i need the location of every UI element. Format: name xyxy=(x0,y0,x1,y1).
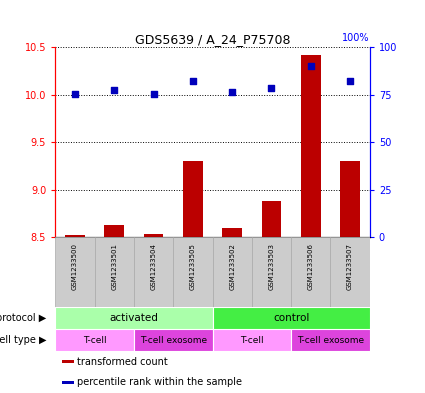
Bar xyxy=(222,228,242,237)
Text: GSM1233505: GSM1233505 xyxy=(190,242,196,290)
Point xyxy=(150,91,157,97)
Bar xyxy=(134,237,173,307)
Text: activated: activated xyxy=(109,313,158,323)
Point xyxy=(347,78,354,84)
Point xyxy=(111,87,118,93)
Text: GSM1233507: GSM1233507 xyxy=(347,242,353,290)
Bar xyxy=(134,329,212,351)
Point xyxy=(268,85,275,91)
Bar xyxy=(301,55,320,237)
Text: GSM1233504: GSM1233504 xyxy=(150,242,156,290)
Bar xyxy=(105,225,124,237)
Bar xyxy=(183,161,203,237)
Bar xyxy=(291,329,370,351)
Bar xyxy=(252,237,291,307)
Bar xyxy=(65,235,85,237)
Bar xyxy=(62,381,74,384)
Text: T-cell exosome: T-cell exosome xyxy=(297,336,364,345)
Bar xyxy=(291,237,331,307)
Point xyxy=(190,78,196,84)
Text: T-cell exosome: T-cell exosome xyxy=(140,336,207,345)
Text: GSM1233502: GSM1233502 xyxy=(229,242,235,290)
Text: percentile rank within the sample: percentile rank within the sample xyxy=(76,377,242,387)
Point xyxy=(307,63,314,69)
Bar xyxy=(331,237,370,307)
Text: T-cell: T-cell xyxy=(83,336,106,345)
Point xyxy=(229,88,235,95)
Bar xyxy=(212,307,370,329)
Bar xyxy=(55,329,134,351)
Bar xyxy=(55,237,94,307)
Bar xyxy=(340,161,360,237)
Bar xyxy=(144,234,163,237)
Text: protocol ▶: protocol ▶ xyxy=(0,313,47,323)
Bar xyxy=(55,307,212,329)
Bar xyxy=(173,237,212,307)
Text: cell type ▶: cell type ▶ xyxy=(0,335,47,345)
Bar xyxy=(94,237,134,307)
Text: GSM1233500: GSM1233500 xyxy=(72,242,78,290)
Text: T-cell: T-cell xyxy=(240,336,264,345)
Text: GSM1233506: GSM1233506 xyxy=(308,242,314,290)
Text: transformed count: transformed count xyxy=(76,357,167,367)
Text: control: control xyxy=(273,313,309,323)
Bar xyxy=(62,360,74,363)
Text: 100%: 100% xyxy=(342,33,370,43)
Bar xyxy=(212,237,252,307)
Point xyxy=(71,90,78,97)
Title: GDS5639 / A_24_P75708: GDS5639 / A_24_P75708 xyxy=(135,33,290,46)
Bar xyxy=(212,329,291,351)
Text: GSM1233501: GSM1233501 xyxy=(111,242,117,290)
Text: GSM1233503: GSM1233503 xyxy=(269,242,275,290)
Bar xyxy=(262,201,281,237)
